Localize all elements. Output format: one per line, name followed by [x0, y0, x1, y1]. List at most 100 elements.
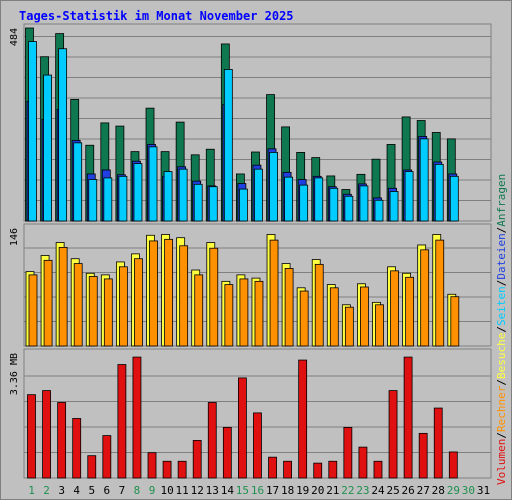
bar-volumen-day-3 — [57, 402, 67, 479]
bar-seiten-day-14 — [223, 69, 233, 222]
legend: Volumen/Rechner/Besuche/Seiten/Dateien/A… — [495, 174, 508, 485]
x-tick-day-11: 11 — [176, 484, 189, 497]
legend-dateien: Dateien — [495, 233, 508, 279]
bar-rechner-day-19 — [299, 290, 309, 347]
x-tick-day-31: 31 — [477, 484, 490, 497]
bar-seiten-day-24 — [374, 199, 384, 222]
x-tick-day-6: 6 — [104, 484, 111, 497]
bar-rechner-day-20 — [314, 263, 324, 347]
bar-seiten-day-10 — [163, 171, 173, 222]
x-tick-day-5: 5 — [88, 484, 95, 497]
bar-rechner-day-11 — [179, 245, 189, 347]
bar-volumen-day-26 — [403, 356, 413, 479]
bar-rechner-day-29 — [450, 296, 460, 347]
x-tick-day-14: 14 — [221, 484, 235, 497]
bar-rechner-day-17 — [269, 239, 279, 347]
bar-rechner-day-12 — [194, 274, 204, 347]
legend-separator: / — [495, 379, 508, 386]
bar-volumen-day-8 — [132, 356, 142, 479]
bar-volumen-day-17 — [268, 456, 277, 479]
x-tick-day-22: 22 — [341, 484, 354, 497]
bar-volumen-day-2 — [42, 390, 51, 479]
bar-volumen-day-28 — [433, 407, 443, 479]
x-tick-day-16: 16 — [251, 484, 264, 497]
bar-seiten-day-8 — [133, 163, 143, 222]
x-tick-day-8: 8 — [134, 484, 141, 497]
bar-seiten-day-29 — [449, 175, 459, 222]
x-tick-day-2: 2 — [43, 484, 50, 497]
x-tick-day-19: 19 — [296, 484, 309, 497]
bar-volumen-day-7 — [117, 364, 127, 479]
chart-title: Tages-Statistik im Monat November 2025 — [19, 9, 294, 23]
x-tick-day-18: 18 — [281, 484, 294, 497]
bar-volumen-day-24 — [373, 460, 383, 479]
bar-seiten-day-5 — [88, 179, 98, 222]
x-tick-day-7: 7 — [119, 484, 126, 497]
bar-volumen-day-6 — [102, 435, 112, 479]
bar-volumen-day-14 — [222, 427, 232, 479]
bar-seiten-day-23 — [359, 185, 369, 222]
bar-rechner-day-28 — [435, 239, 445, 347]
bar-seiten-day-21 — [329, 187, 339, 222]
bar-seiten-day-17 — [269, 152, 278, 222]
bar-volumen-day-15 — [238, 377, 247, 479]
x-tick-day-24: 24 — [371, 484, 385, 497]
bar-seiten-day-25 — [389, 191, 399, 222]
bar-volumen-day-11 — [177, 460, 187, 479]
bar-seiten-day-18 — [284, 176, 293, 222]
bar-rechner-day-1 — [28, 274, 38, 347]
bar-rechner-day-4 — [73, 263, 83, 347]
bar-seiten-day-13 — [208, 186, 218, 222]
legend-separator: / — [495, 227, 508, 234]
bar-rechner-day-26 — [405, 276, 415, 347]
x-tick-day-25: 25 — [386, 484, 399, 497]
bar-rechner-day-16 — [254, 280, 264, 347]
bar-volumen-day-10 — [162, 460, 172, 479]
bar-seiten-day-27 — [419, 138, 429, 222]
bar-volumen-day-18 — [283, 460, 292, 479]
bar-rechner-day-5 — [88, 276, 98, 347]
legend-rechner: Rechner — [495, 385, 508, 432]
bar-volumen-day-23 — [358, 446, 368, 479]
bar-seiten-day-28 — [434, 163, 444, 222]
legend-separator: / — [495, 326, 508, 333]
legend-separator: / — [495, 432, 508, 439]
bar-volumen-day-20 — [313, 462, 323, 479]
bar-seiten-day-4 — [73, 142, 83, 222]
bar-seiten-day-15 — [239, 188, 248, 222]
bar-seiten-day-1 — [28, 41, 37, 222]
legend-seiten: Seiten — [495, 286, 508, 326]
y-tick-label-volume: 3.36 MB — [9, 353, 20, 395]
x-tick-day-10: 10 — [160, 484, 173, 497]
bar-volumen-day-19 — [298, 359, 308, 479]
bar-seiten-day-3 — [58, 48, 68, 222]
bar-rechner-day-8 — [134, 258, 143, 347]
bar-rechner-day-25 — [390, 270, 399, 347]
bar-seiten-day-7 — [118, 175, 128, 222]
bar-rechner-day-24 — [375, 304, 384, 347]
bar-rechner-day-6 — [103, 278, 113, 347]
bar-rechner-day-15 — [239, 278, 249, 347]
bar-rechner-day-2 — [43, 259, 53, 347]
bar-seiten-day-22 — [344, 195, 354, 222]
x-tick-day-21: 21 — [326, 484, 339, 497]
x-tick-day-20: 20 — [311, 484, 324, 497]
x-tick-day-3: 3 — [58, 484, 65, 497]
bar-seiten-day-9 — [148, 146, 158, 222]
bar-rechner-day-14 — [224, 284, 234, 347]
bar-volumen-day-29 — [448, 451, 458, 479]
bar-rechner-day-18 — [284, 268, 294, 347]
bar-rechner-day-7 — [118, 266, 128, 347]
x-tick-day-17: 17 — [266, 484, 279, 497]
x-tick-day-4: 4 — [73, 484, 80, 497]
x-tick-day-23: 23 — [356, 484, 369, 497]
bar-rechner-day-13 — [209, 247, 219, 347]
bar-volumen-day-1 — [27, 394, 36, 479]
y-tick-label-visits: 146 — [9, 228, 20, 246]
x-tick-day-30: 30 — [462, 484, 475, 497]
bar-seiten-day-19 — [299, 184, 309, 222]
bar-seiten-day-11 — [178, 168, 188, 222]
bar-volumen-day-25 — [388, 390, 398, 479]
bar-seiten-day-20 — [314, 177, 324, 222]
